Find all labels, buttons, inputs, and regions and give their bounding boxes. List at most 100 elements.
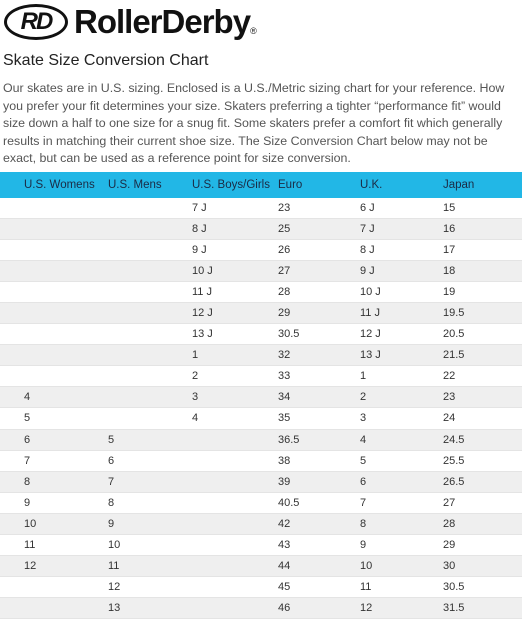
table-cell: 6 [108,454,115,467]
table-cell: 21.5 [443,349,465,362]
table-row: 1 32 13 J 21.5 [0,345,522,367]
table-cell: 6 J [360,202,375,215]
table-cell: 3 [360,412,367,425]
table-row: 13 J 30.5 12 J 20.5 [0,324,522,346]
table-cell: 9 [24,496,31,509]
title: Skate Size Conversion Chart [3,52,209,69]
table-cell: 4 [24,391,31,404]
table-row: 11 J 28 10 J 19 [0,282,522,304]
table-cell: 3 [192,391,199,404]
table-cell: 23 [278,202,291,215]
table-cell: 1 [360,370,367,383]
table-cell: 11 [24,538,36,551]
table-cell: 5 [108,433,115,446]
table-cell: 17 [443,244,456,257]
table-cell: 8 J [192,223,207,236]
logo-mark: RD [4,4,68,40]
table-row: 12 11 44 10 30 [0,555,522,577]
table-cell: 19 [443,286,456,299]
table-row: 5 4 35 3 24 [0,408,522,430]
table-cell: 15 [443,202,456,215]
table-row: 12 45 11 30.5 [0,577,522,598]
table-row: 6 5 36.5 4 24.5 [0,429,522,451]
header-row: U.S. Womens U.S. Mens U.S. Boys/Girls Euro U… [0,172,522,198]
table-row: 9 J 26 8 J 17 [0,240,522,262]
table-cell: 5 [360,454,367,467]
column-header: U.S. Womens [24,179,95,191]
table-cell: 18 [443,265,456,278]
table-cell: 2 [360,391,367,404]
table-cell: 24.5 [443,433,465,446]
table-cell: 19.5 [443,307,465,320]
table-cell: 7 [360,496,367,509]
table-cell: 10 J [360,286,381,299]
table-cell: 8 J [360,244,375,257]
table-row: 8 J 25 7 J 16 [0,219,522,241]
table-cell: 36.5 [278,433,300,446]
table-cell: 30.5 [443,580,465,593]
logo-wordmark: RollerDerby [74,3,251,40]
table-cell: 30.5 [278,328,300,341]
table-cell: 35 [278,412,291,425]
table-cell: 9 [108,517,115,530]
table-row: 7 6 38 5 25.5 [0,451,522,472]
table-cell: 8 [108,496,115,509]
table-cell: 38 [278,454,291,467]
table-cell: 31.5 [443,601,465,614]
table-cell: 28 [278,286,291,299]
logo: RD RollerDerby ® [4,3,257,40]
table-row: 12 J 29 11 J 19.5 [0,303,522,325]
table-row: 11 10 43 9 29 [0,535,522,556]
column-header: Japan [443,179,475,191]
table-cell: 12 J [360,328,381,341]
table-cell: 29 [443,538,456,551]
column-header: U.S. Boys/Girls [192,179,270,191]
table-cell: 2 [192,370,199,383]
table-cell: 10 [108,538,121,551]
table-cell: 13 J [360,349,381,362]
table-cell: 7 [108,475,115,488]
table-cell: 20.5 [443,328,465,341]
table-cell: 9 J [192,244,207,257]
table-cell: 11 [360,580,372,593]
table-cell: 40.5 [278,496,300,509]
table-cell: 27 [278,265,291,278]
table-cell: 10 [24,517,37,530]
table-cell: 9 J [360,265,375,278]
table-cell: 29 [278,307,291,320]
table-cell: 6 [24,433,31,446]
size-table: U.S. Womens U.S. Mens U.S. Boys/Girls Euro U… [0,172,522,619]
table-cell: 6 [360,475,367,488]
table-cell: 26 [278,244,291,257]
table-cell: 33 [278,370,291,383]
table-row: 13 46 12 31.5 [0,597,522,619]
table-cell: 7 J [360,223,375,236]
table-cell: 11 J [360,307,380,320]
table-cell: 24 [443,412,456,425]
table-row: 10 9 42 8 28 [0,513,522,535]
table-cell: 8 [24,475,31,488]
table-cell: 45 [278,580,291,593]
table-cell: 22 [443,370,456,383]
table-cell: 7 [24,454,31,467]
table-row: 8 7 39 6 26.5 [0,471,522,493]
table-cell: 25 [278,223,291,236]
table-cell: 44 [278,559,291,572]
table-row: 4 3 34 2 23 [0,387,522,409]
table-row: 10 J 27 9 J 18 [0,261,522,283]
table-row: 7 J 23 6 J 15 [0,198,522,220]
column-header: U.K. [360,179,383,191]
table-cell: 11 J [192,286,212,299]
table-cell: 9 [360,538,367,551]
table-cell: 8 [360,517,367,530]
table-row: 9 8 40.5 7 27 [0,493,522,514]
table-cell: 1 [192,349,199,362]
column-header: Euro [278,179,303,191]
table-cell: 25.5 [443,454,465,467]
table-cell: 10 J [192,265,213,278]
table-cell: 30 [443,559,456,572]
table-cell: 11 [108,559,120,572]
table-cell: 13 J [192,328,213,341]
table-cell: 28 [443,517,456,530]
